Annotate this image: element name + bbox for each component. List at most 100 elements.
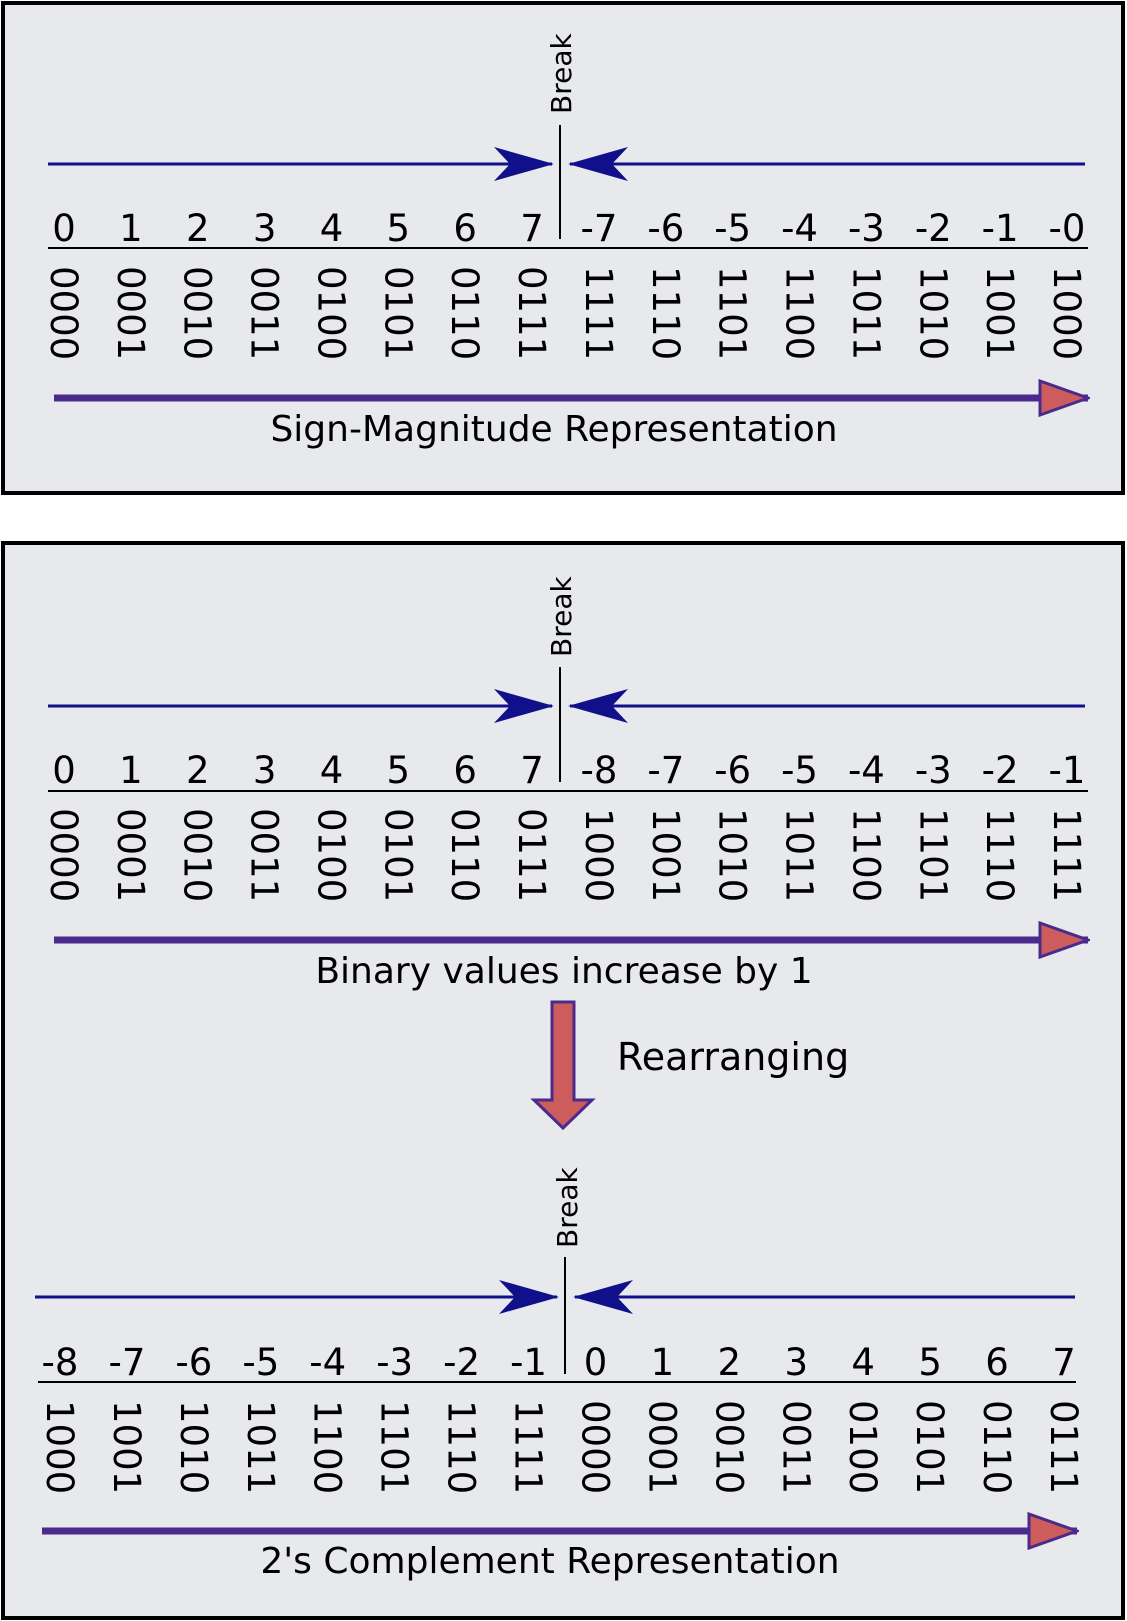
decimal-label: -3 (848, 207, 885, 250)
binary-label: 0010 (707, 1400, 750, 1494)
decimal-label: -4 (848, 749, 885, 792)
binary-label: 0010 (176, 808, 219, 902)
binary-label: 1111 (507, 1400, 550, 1494)
decimal-label: -2 (443, 1341, 480, 1384)
decimal-label: -5 (714, 207, 751, 250)
binary-label: 1011 (239, 1400, 282, 1494)
decimal-label: 0 (52, 207, 76, 250)
binary-label: 1000 (1045, 266, 1088, 360)
binary-label: 1111 (1045, 808, 1088, 902)
section-binary-increase: Break 0 1 2 3 4 5 6 7 -8 -7 -6 -5 -4 -3 -2 -1 0000 0001 0… (42, 576, 1088, 992)
binary-label: 1010 (711, 808, 754, 902)
binary-label: 1101 (711, 266, 754, 360)
binary-label: 0110 (443, 266, 486, 360)
binary-label: 1100 (306, 1400, 349, 1494)
binary-label: 0111 (1042, 1400, 1085, 1494)
decimal-label: -1 (1049, 749, 1086, 792)
caption-twos-complement: 2's Complement Representation (260, 1541, 839, 1582)
binary-label: 0101 (376, 808, 419, 902)
binary-label: 1110 (644, 266, 687, 360)
decimal-labels: 0 1 2 3 4 5 6 7 -7 -6 -5 -4 -3 -2 -1 -0 (52, 207, 1085, 250)
binary-label: 1101 (911, 808, 954, 902)
decimal-label: 5 (387, 207, 411, 250)
binary-label: 0000 (42, 808, 85, 902)
decimal-label: 3 (253, 749, 277, 792)
decimal-label: -7 (647, 749, 684, 792)
decimal-label: 3 (253, 207, 277, 250)
decimal-label: 6 (453, 207, 477, 250)
binary-label: 0111 (510, 266, 553, 360)
decimal-label: -6 (714, 749, 751, 792)
decimal-label: 4 (320, 749, 344, 792)
decimal-label: 2 (186, 207, 210, 250)
binary-labels: 0000 0001 0010 0011 0100 0101 0110 0111 1000 1001… (42, 808, 1088, 902)
decimal-label: 5 (918, 1341, 942, 1384)
binary-label: 0100 (309, 808, 352, 902)
binary-label: 0011 (774, 1400, 817, 1494)
break-label: Break (545, 576, 578, 657)
decimal-label: -5 (781, 749, 818, 792)
binary-label: 1001 (978, 266, 1021, 360)
decimal-label: 1 (119, 749, 143, 792)
decimal-label: -8 (42, 1341, 79, 1384)
binary-label: 1011 (844, 266, 887, 360)
rearranging-label: Rearranging (617, 1035, 849, 1079)
decimal-label: -1 (982, 207, 1019, 250)
caption-binary-increase: Binary values increase by 1 (315, 951, 812, 992)
binary-label: 1001 (105, 1400, 148, 1494)
decimal-label: 2 (718, 1341, 742, 1384)
binary-label: 1100 (778, 266, 821, 360)
binary-label: 1000 (38, 1400, 81, 1494)
decimal-labels: -8 -7 -6 -5 -4 -3 -2 -1 0 1 2 3 4 5 6 7 (42, 1341, 1076, 1384)
binary-label: 0111 (510, 808, 553, 902)
decimal-label: -6 (175, 1341, 212, 1384)
decimal-label: 2 (186, 749, 210, 792)
binary-label: 1100 (844, 808, 887, 902)
binary-label: 0011 (243, 266, 286, 360)
binary-label: 0100 (309, 266, 352, 360)
binary-label: 1110 (440, 1400, 483, 1494)
decimal-label: -8 (580, 749, 617, 792)
decimal-label: 1 (651, 1341, 675, 1384)
decimal-label: 6 (453, 749, 477, 792)
decimal-label: 5 (387, 749, 411, 792)
decimal-labels: 0 1 2 3 4 5 6 7 -8 -7 -6 -5 -4 -3 -2 -1 (52, 749, 1085, 792)
binary-label: 1111 (577, 266, 620, 360)
binary-label: 0001 (109, 266, 152, 360)
decimal-label: 7 (520, 749, 544, 792)
decimal-label: -4 (781, 207, 818, 250)
binary-label: 1010 (172, 1400, 215, 1494)
binary-label: 0010 (176, 266, 219, 360)
break-label: Break (545, 33, 578, 114)
break-label: Break (551, 1167, 584, 1248)
rearranging-down-arrow-icon (530, 1000, 596, 1131)
binary-label: 0100 (841, 1400, 884, 1494)
decimal-label: -3 (376, 1341, 413, 1384)
binary-label: 0001 (640, 1400, 683, 1494)
decimal-label: -2 (982, 749, 1019, 792)
binary-label: 0110 (443, 808, 486, 902)
binary-label: 0101 (908, 1400, 951, 1494)
decimal-label: -7 (580, 207, 617, 250)
binary-label: 0001 (109, 808, 152, 902)
binary-label: 1010 (911, 266, 954, 360)
binary-label: 1011 (778, 808, 821, 902)
decimal-label: -6 (647, 207, 684, 250)
binary-label: 1110 (978, 808, 1021, 902)
decimal-label: 0 (584, 1341, 608, 1384)
decimal-label: -7 (108, 1341, 145, 1384)
binary-label: 0011 (243, 808, 286, 902)
decimal-label: -2 (915, 207, 952, 250)
binary-label: 0110 (975, 1400, 1018, 1494)
decimal-label: -3 (915, 749, 952, 792)
binary-label: 0000 (42, 266, 85, 360)
decimal-label: 4 (851, 1341, 875, 1384)
decimal-label: -0 (1049, 207, 1086, 250)
decimal-label: 0 (52, 749, 76, 792)
binary-labels: 0000 0001 0010 0011 0100 0101 0110 0111 1111 1110… (42, 266, 1088, 360)
decimal-label: 7 (1052, 1341, 1076, 1384)
decimal-label: 6 (985, 1341, 1009, 1384)
binary-label: 1101 (373, 1400, 416, 1494)
section-sign-magnitude: Break 0 1 2 3 4 5 6 7 -7 -6 -5 -4 -3 -2 -1 -0 0000 0001 0… (42, 33, 1088, 450)
